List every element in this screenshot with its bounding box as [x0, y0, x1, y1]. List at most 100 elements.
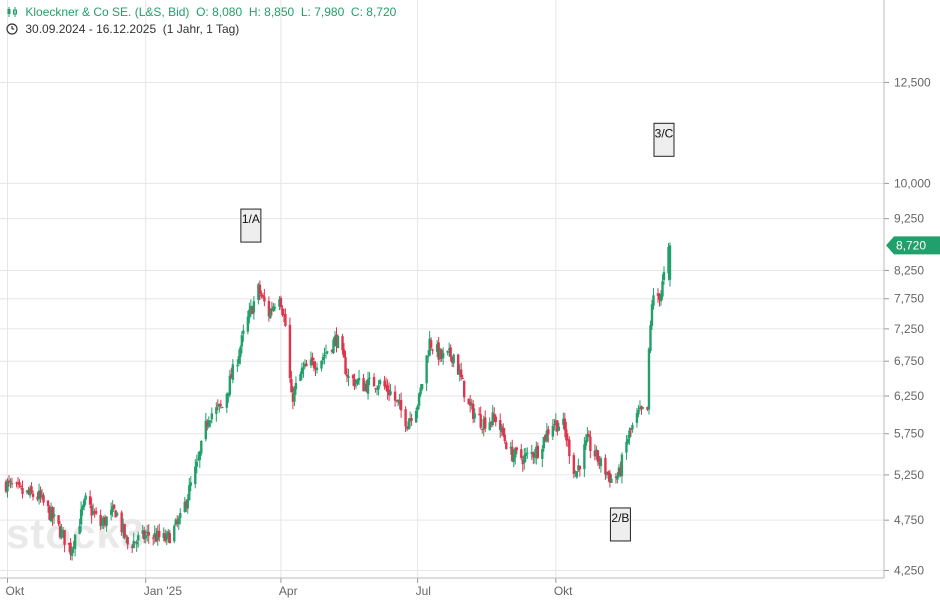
candle-body — [70, 548, 74, 556]
candlestick-icon — [7, 7, 17, 17]
candle-body — [240, 335, 244, 347]
candle-body — [188, 485, 191, 501]
candles — [4, 242, 672, 561]
candle-body — [82, 500, 86, 508]
candle-body — [604, 457, 607, 475]
candle-body — [408, 418, 412, 422]
candle-body — [535, 446, 538, 458]
candle-body — [616, 475, 619, 480]
candle-body — [263, 296, 266, 302]
candle-body — [282, 314, 286, 316]
candle-body — [344, 357, 347, 375]
y-tick-label: 12,500 — [894, 75, 931, 89]
candle-body — [321, 356, 325, 361]
candle-body — [410, 418, 413, 421]
candle-body — [404, 409, 407, 427]
candle-body — [512, 455, 515, 462]
candle-body — [414, 410, 418, 423]
candle-body — [468, 402, 472, 406]
candle-body — [236, 365, 239, 367]
candle-body — [462, 380, 466, 398]
candle-body — [577, 465, 580, 471]
candle-body — [195, 461, 198, 467]
candle-body — [626, 438, 630, 443]
current-price-label: 8,720 — [896, 238, 926, 252]
candle-body — [456, 354, 460, 375]
candle-body — [290, 379, 293, 393]
candle-body — [225, 394, 229, 408]
candle-body — [210, 413, 214, 420]
candle-body — [420, 384, 424, 390]
candle-body — [10, 483, 14, 485]
candle-body — [311, 357, 314, 361]
candle-body — [58, 526, 62, 538]
candle-body — [57, 515, 60, 524]
candle-body — [6, 480, 9, 492]
candle-body — [399, 400, 403, 411]
y-tick-label: 4,750 — [894, 513, 924, 527]
candle-body — [300, 367, 304, 374]
candle-body — [509, 447, 512, 449]
candle-body — [641, 407, 645, 409]
x-tick-label: Apr — [279, 584, 298, 598]
candle-body — [541, 448, 544, 459]
candle-body — [314, 367, 317, 370]
candle-body — [407, 421, 410, 430]
current-price-badge — [886, 236, 940, 255]
candle-body — [521, 459, 524, 465]
candle-body — [153, 533, 156, 538]
candle-body — [441, 352, 445, 359]
candle-body — [607, 471, 610, 475]
candle-body — [278, 299, 281, 307]
candle-body — [363, 384, 367, 390]
candle-body — [532, 452, 535, 458]
candle-body — [659, 294, 663, 302]
candle-body — [526, 452, 529, 454]
candle-body — [197, 458, 200, 460]
clock-icon — [6, 23, 18, 35]
x-tick-label: Jan '25 — [144, 584, 183, 598]
candle-body — [586, 433, 589, 442]
candle-body — [173, 525, 176, 542]
candle-body — [84, 495, 87, 500]
candle-body — [305, 363, 308, 367]
candle-body — [61, 530, 65, 532]
candle-body — [260, 294, 263, 297]
candle-body — [499, 420, 502, 430]
x-tick-label: Okt — [554, 584, 573, 598]
candle-body — [156, 530, 159, 541]
candle-body — [332, 339, 335, 353]
candle-body — [90, 505, 93, 516]
candle-body — [366, 379, 370, 394]
candle-body — [312, 361, 316, 368]
candle-body — [309, 359, 313, 366]
candle-body — [335, 334, 338, 347]
candle-body — [144, 535, 147, 539]
candle-body — [461, 377, 464, 379]
y-tick-label: 5,250 — [894, 468, 924, 482]
close-label: C: — [350, 5, 363, 19]
candle-body — [219, 404, 223, 406]
candle-body — [640, 406, 643, 410]
candle-body — [141, 530, 144, 534]
candle-body — [598, 462, 601, 465]
candle-body — [16, 482, 20, 485]
candle-body — [628, 430, 631, 439]
high-label: H: — [248, 5, 261, 19]
candle-body — [273, 307, 277, 309]
candle-body — [610, 478, 613, 483]
candle-body — [31, 493, 35, 497]
candle-body — [239, 347, 242, 358]
candle-body — [88, 496, 92, 505]
candle-body — [542, 436, 546, 449]
candle-body — [470, 403, 473, 405]
candle-body — [257, 284, 260, 300]
candle-body — [28, 488, 32, 496]
candle-body — [638, 407, 642, 410]
candle-body — [435, 344, 439, 352]
y-tick-label: 7,750 — [894, 292, 924, 306]
candle-body — [384, 384, 388, 388]
candle-body — [299, 374, 302, 381]
candle-body — [438, 348, 442, 359]
candle-body — [578, 465, 582, 470]
